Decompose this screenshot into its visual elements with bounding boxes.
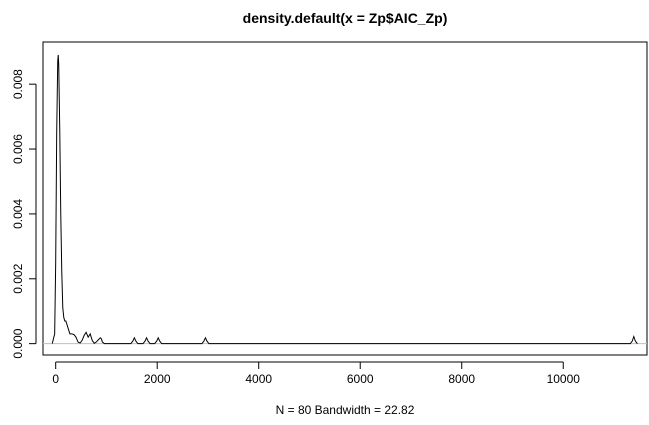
y-tick-label: 0.008 — [11, 69, 25, 99]
x-axis-label: N = 80 Bandwidth = 22.82 — [276, 403, 415, 417]
x-tick-label: 2000 — [144, 372, 171, 386]
plot-frame — [42, 41, 648, 356]
x-tick-label: 8000 — [448, 372, 475, 386]
x-tick-label: 4000 — [245, 372, 272, 386]
x-axis: 0 2000 4000 6000 8000 10000 — [52, 362, 580, 386]
density-curve — [51, 54, 638, 345]
chart-title: density.default(x = Zp$AIC_Zp) — [243, 10, 448, 26]
y-tick-label: 0.006 — [11, 134, 25, 164]
x-tick-label: 0 — [52, 372, 59, 386]
y-axis: 0.000 0.002 0.004 0.006 0.008 — [11, 69, 36, 359]
y-tick-label: 0.000 — [11, 328, 25, 358]
x-tick-label: 6000 — [347, 372, 374, 386]
x-tick-label: 10000 — [547, 372, 581, 386]
y-tick-label: 0.002 — [11, 263, 25, 293]
y-tick-label: 0.004 — [11, 199, 25, 229]
